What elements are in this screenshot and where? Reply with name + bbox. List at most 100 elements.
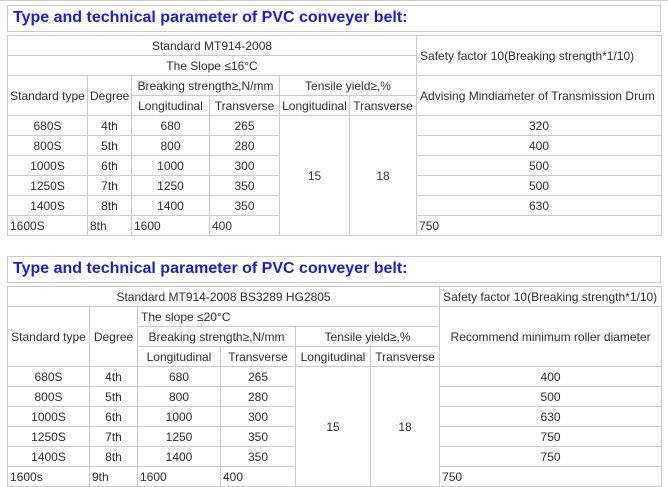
- cell-breaking-longitudinal: 680: [137, 366, 221, 387]
- cell-standard-type: 1400S: [7, 195, 88, 216]
- cell-drum-diameter: 500: [416, 155, 663, 176]
- cell-roller-diameter: 750: [439, 466, 663, 487]
- cell-degree: 5th: [87, 135, 132, 156]
- table-row: 1000S 6th 1000 300 500: [7, 155, 663, 176]
- cell-standard-type: 800S: [7, 386, 90, 407]
- cell-standard-type: 680S: [7, 366, 90, 387]
- header-transverse-tensile: Transverse: [369, 346, 441, 367]
- cell-roller-diameter: 400: [439, 366, 663, 387]
- cell-breaking-transverse: 350: [209, 195, 280, 216]
- header-longitudinal-breaking: Longitudinal: [137, 346, 221, 367]
- section-title-2: Type and technical parameter of PVC conv…: [7, 256, 661, 283]
- cell-tensile-longitudinal-value: 15: [295, 366, 371, 487]
- table-row: Longitudinal Transverse Longitudinal Tra…: [8, 95, 662, 116]
- cell-standard-type: 1400S: [7, 446, 90, 467]
- cell-degree: 7th: [87, 175, 132, 196]
- cell-tensile-longitudinal-value: 15: [279, 115, 350, 236]
- cell-drum-diameter: 320: [416, 115, 663, 136]
- cell-standard-type: 1000S: [7, 406, 90, 427]
- table-row: 1250S 7th 1250 350 500: [7, 175, 663, 196]
- cell-degree: 8th: [89, 446, 138, 467]
- cell-breaking-longitudinal: 800: [137, 386, 221, 407]
- header-standard-type: Standard type: [7, 306, 90, 367]
- cell-breaking-longitudinal: 680: [131, 115, 210, 136]
- cell-slope: The slope ≤20°C: [136, 306, 441, 327]
- table-row: 1600S 8th 1600 400 750: [7, 215, 663, 236]
- cell-degree: 6th: [89, 406, 138, 427]
- cell-breaking-transverse: 300: [209, 155, 280, 176]
- pvc-belt-table-1: Standard MT914-2008 Safety factor 10(Bre…: [6, 35, 663, 236]
- cell-roller-diameter: 630: [439, 406, 663, 427]
- cell-roller-diameter: 750: [439, 446, 663, 467]
- cell-degree: 9th: [89, 466, 138, 487]
- table-row: Longitudinal Transverse Longitudinal Tra…: [8, 346, 662, 367]
- header-degree: Degree: [87, 75, 132, 116]
- cell-breaking-longitudinal: 1250: [131, 175, 210, 196]
- cell-degree: 4th: [89, 366, 138, 387]
- header-transverse-breaking: Transverse: [220, 346, 296, 367]
- cell-standard-type: 680S: [7, 115, 88, 136]
- cell-drum-diameter: 400: [416, 135, 663, 156]
- header-transverse-breaking: Transverse: [209, 95, 280, 116]
- cell-breaking-longitudinal: 1000: [137, 406, 221, 427]
- header-longitudinal-breaking: Longitudinal: [131, 95, 210, 116]
- section-gap: [7, 236, 661, 256]
- cell-standard-type: 1000S: [7, 155, 88, 176]
- cell-breaking-longitudinal: 1400: [137, 446, 221, 467]
- table-row: Standard MT914-2008 Safety factor 10(Bre…: [6, 35, 663, 76]
- cell-degree: 6th: [87, 155, 132, 176]
- cell-tensile-transverse-value: 18: [369, 366, 441, 487]
- cell-breaking-transverse: 300: [220, 406, 296, 427]
- cell-breaking-longitudinal: 1250: [137, 426, 221, 447]
- cell-breaking-transverse: 265: [209, 115, 280, 136]
- table-row: Standard type Degree Breaking strength≥,…: [7, 75, 663, 116]
- cell-slope: The Slope ≤16°C: [6, 55, 418, 76]
- header-breaking-strength: Breaking strength≥,N/mm: [131, 75, 280, 96]
- table-row: Standard MT914-2008 BS3289 HG2805 Safety…: [6, 286, 663, 307]
- table-row: 1600s 9th 1600 400 750: [7, 466, 663, 487]
- cell-standard: Standard MT914-2008: [6, 35, 418, 56]
- section-title-1: Type and technical parameter of PVC conv…: [7, 5, 661, 32]
- cell-safety-factor: Safety factor 10(Breaking strength*1/10): [416, 35, 663, 76]
- cell-breaking-longitudinal: 1000: [131, 155, 210, 176]
- header-tensile-yield: Tensile yield≥,%: [278, 75, 418, 96]
- cell-breaking-transverse: 265: [220, 366, 296, 387]
- header-longitudinal-tensile: Longitudinal: [279, 95, 350, 116]
- header-drum-diameter: Advising Mindiameter of Transmission Dru…: [416, 75, 663, 116]
- cell-breaking-longitudinal: 1400: [131, 195, 210, 216]
- cell-roller-diameter: 500: [439, 386, 663, 407]
- cell-breaking-transverse: 400: [209, 215, 280, 236]
- cell-safety-factor: Safety factor 10(Breaking strength*1/10): [439, 286, 663, 307]
- cell-drum-diameter: 750: [416, 215, 663, 236]
- cell-breaking-longitudinal: 800: [131, 135, 210, 156]
- cell-standard: Standard MT914-2008 BS3289 HG2805: [6, 286, 441, 307]
- table-row: 1400S 8th 1400 350 630: [7, 195, 663, 216]
- header-tensile-yield: Tensile yield≥,%: [294, 326, 441, 347]
- cell-standard-type: 800S: [7, 135, 88, 156]
- header-roller-diameter: Recommend minimum roller diameter: [439, 306, 663, 367]
- table-row: 1000S 6th 1000 300 630: [7, 406, 663, 427]
- cell-degree: 4th: [87, 115, 132, 136]
- cell-breaking-transverse: 350: [209, 175, 280, 196]
- pvc-belt-table-2: Standard MT914-2008 BS3289 HG2805 Safety…: [6, 286, 663, 487]
- cell-breaking-transverse: 350: [220, 446, 296, 467]
- header-standard-type: Standard type: [7, 75, 88, 116]
- cell-breaking-longitudinal: 1600: [131, 215, 210, 236]
- cell-breaking-longitudinal: 1600: [137, 466, 221, 487]
- cell-standard-type: 1250S: [7, 426, 90, 447]
- header-transverse-tensile: Transverse: [348, 95, 418, 116]
- cell-drum-diameter: 500: [416, 175, 663, 196]
- table-row: 680S 4th 680 265 15 18 320: [7, 115, 663, 236]
- cell-standard-type: 1600s: [7, 466, 90, 487]
- cell-degree: 8th: [87, 195, 132, 216]
- page-top-divider: [0, 0, 668, 1]
- cell-tensile-transverse-value: 18: [348, 115, 418, 236]
- cell-drum-diameter: 630: [416, 195, 663, 216]
- cell-degree: 8th: [87, 215, 132, 236]
- cell-breaking-transverse: 280: [220, 386, 296, 407]
- table-row: Standard type Degree The slope ≤20°C Rec…: [7, 306, 663, 367]
- cell-breaking-transverse: 350: [220, 426, 296, 447]
- cell-degree: 7th: [89, 426, 138, 447]
- table-row: Breaking strength≥,N/mm Tensile yield≥,%: [8, 326, 662, 347]
